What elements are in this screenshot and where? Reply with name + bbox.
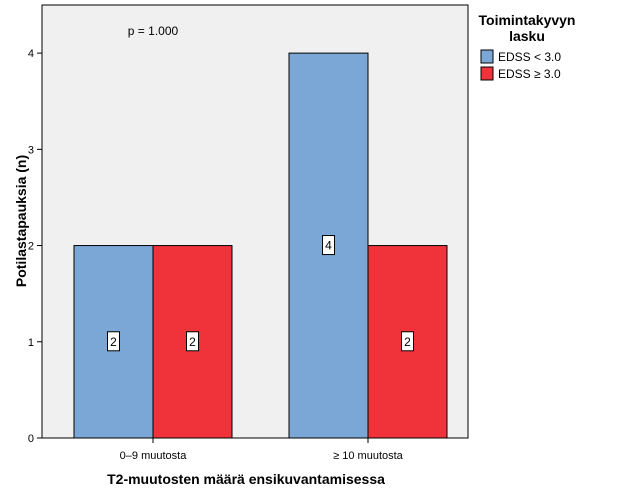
x-tick-label: ≥ 10 muutosta [333,450,404,462]
data-label: 4 [325,239,332,253]
data-label: 2 [404,335,411,349]
x-tick-label: 0–9 muutosta [120,450,188,462]
data-label-box [322,235,335,256]
x-axis-title: T2-muutosten määrä ensikuvantamisessa [107,471,385,487]
legend-swatch [480,49,494,64]
bars-group: 2 2 4 2 [73,52,448,439]
data-label-box [107,331,120,352]
x-axis: 0–9 muutosta ≥ 10 muutosta [120,438,404,462]
data-label-box [401,331,414,352]
legend-title-line2: lasku [509,28,545,44]
data-label-box [186,331,199,352]
y-tick-label: 1 [28,337,34,349]
y-tick-label: 3 [28,144,34,156]
data-label: 2 [110,335,117,349]
legend-title-line1: Toimintakyvyn [479,12,576,28]
y-axis: 0 1 2 3 4 [28,48,42,445]
legend-swatch [480,66,494,81]
y-axis-title: Potilastapauksia (n) [13,155,29,287]
legend: Toimintakyvyn lasku EDSS < 3.0 EDSS ≥ 3.0 [479,12,576,81]
legend-label: EDSS ≥ 3.0 [498,67,561,81]
y-tick-label: 2 [28,241,34,253]
legend-label: EDSS < 3.0 [498,50,561,64]
data-label: 2 [189,335,196,349]
p-value-annotation: p = 1.000 [128,24,179,38]
y-tick-label: 4 [28,48,34,60]
y-tick-label: 0 [28,433,34,445]
